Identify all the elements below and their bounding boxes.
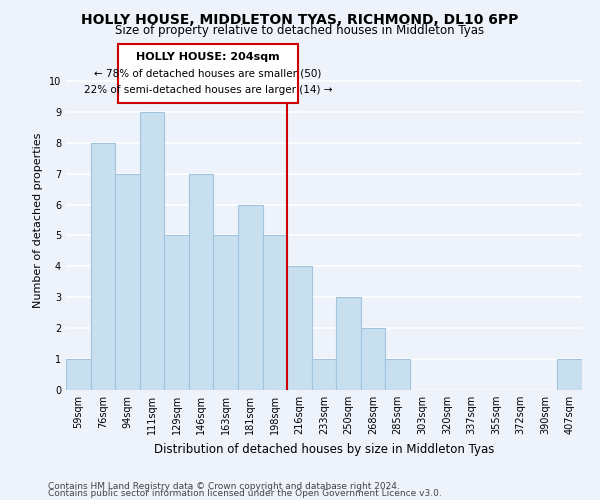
Bar bbox=[164, 236, 189, 390]
Bar bbox=[263, 236, 287, 390]
Bar bbox=[115, 174, 140, 390]
Text: 22% of semi-detached houses are larger (14) →: 22% of semi-detached houses are larger (… bbox=[83, 84, 332, 94]
Y-axis label: Number of detached properties: Number of detached properties bbox=[34, 132, 43, 308]
Bar bbox=[557, 359, 582, 390]
Text: Contains public sector information licensed under the Open Government Licence v3: Contains public sector information licen… bbox=[48, 490, 442, 498]
Bar bbox=[287, 266, 312, 390]
Text: Contains HM Land Registry data © Crown copyright and database right 2024.: Contains HM Land Registry data © Crown c… bbox=[48, 482, 400, 491]
Bar bbox=[140, 112, 164, 390]
Bar bbox=[238, 204, 263, 390]
Text: ← 78% of detached houses are smaller (50): ← 78% of detached houses are smaller (50… bbox=[94, 68, 322, 78]
Bar bbox=[214, 236, 238, 390]
Bar bbox=[336, 298, 361, 390]
Bar bbox=[361, 328, 385, 390]
Text: Size of property relative to detached houses in Middleton Tyas: Size of property relative to detached ho… bbox=[115, 24, 485, 37]
Bar bbox=[91, 142, 115, 390]
X-axis label: Distribution of detached houses by size in Middleton Tyas: Distribution of detached houses by size … bbox=[154, 442, 494, 456]
Bar bbox=[189, 174, 214, 390]
Text: HOLLY HOUSE: 204sqm: HOLLY HOUSE: 204sqm bbox=[136, 52, 280, 62]
Text: HOLLY HOUSE, MIDDLETON TYAS, RICHMOND, DL10 6PP: HOLLY HOUSE, MIDDLETON TYAS, RICHMOND, D… bbox=[82, 12, 518, 26]
Bar bbox=[385, 359, 410, 390]
FancyBboxPatch shape bbox=[118, 44, 298, 102]
Bar bbox=[312, 359, 336, 390]
Bar bbox=[66, 359, 91, 390]
